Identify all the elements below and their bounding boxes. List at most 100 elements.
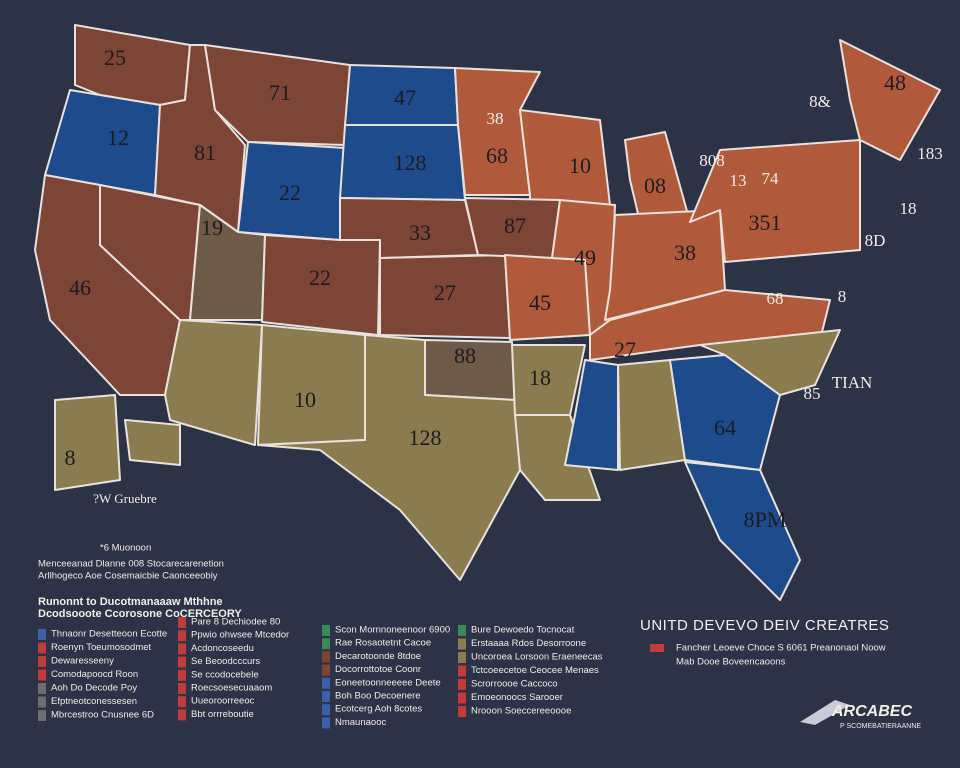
legend-swatch <box>178 617 186 628</box>
legend-heading: Runonnt to Ducotmanaaaw Mthhne <box>38 596 223 608</box>
legend-heading: Dcodsooote Ccorosone CoCERCEORY <box>38 608 242 620</box>
legend-item: Emoeonoocs Sarooer <box>471 692 563 703</box>
legend-title: UNITD DEVEVO DEIV CREATRES <box>640 617 889 634</box>
state-label: 68 <box>486 143 508 168</box>
legend-item: Eoneetoonneeeee Deete <box>335 677 441 688</box>
state-label: 38 <box>674 240 696 265</box>
legend-swatch <box>458 665 466 677</box>
state-label: 71 <box>269 80 291 105</box>
state-label: 128 <box>394 150 427 175</box>
logo-sub: P SCOMEBATIERAANNE <box>840 723 921 730</box>
legend-swatch <box>322 638 330 650</box>
legend-swatch <box>458 692 466 704</box>
legend-item: Se Beoodcccurs <box>191 656 260 667</box>
legend-swatch <box>178 669 186 681</box>
legend-item: Ecotcerg Aoh 8cotes <box>335 704 422 715</box>
state <box>699 329 841 396</box>
legend-swatch <box>178 643 186 655</box>
annotation: ?W Gruebre <box>93 491 157 506</box>
legend-item: Roenyn Toeumosodmet <box>51 642 152 653</box>
legend-swatch <box>458 679 466 690</box>
legend-item: Efptneotconessesen <box>51 696 137 707</box>
logo: ARCABEC <box>831 703 912 720</box>
state <box>257 324 366 446</box>
legend-item: Nrooon Soeccereeoooe <box>471 706 571 717</box>
legend-swatch <box>38 683 46 694</box>
legend-swatch <box>178 656 186 668</box>
legend-swatch <box>322 691 330 702</box>
legend-swatch <box>458 652 466 663</box>
legend-item: Rae Rosaotetnt Cacoe <box>335 638 431 649</box>
legend: *6 Muonoon Menceeanad Dlanne 008 Stocarec… <box>38 543 921 730</box>
state-label: 88 <box>454 343 476 368</box>
state-label: 49 <box>574 245 596 270</box>
state-label: 18 <box>529 365 551 390</box>
annotation: 18 <box>900 199 917 218</box>
state-label: 12 <box>107 125 129 150</box>
state-label: 48 <box>884 70 906 95</box>
legend-item: Pare 8 Dechiodee 80 <box>191 617 280 628</box>
legend-swatch <box>322 704 330 716</box>
state <box>124 419 181 466</box>
legend-swatch <box>178 683 186 694</box>
annotation: 808 <box>699 151 725 170</box>
state-label: 25 <box>104 45 126 70</box>
legend-item: Tctcoeecetoe Ceocee Menaes <box>471 665 599 676</box>
state-label: 128 <box>409 425 442 450</box>
annotation: 74 <box>762 169 780 188</box>
state-label: 08 <box>644 173 666 198</box>
legend-swatch <box>38 696 46 708</box>
annotation: 85 <box>804 384 821 403</box>
legend-swatch <box>38 642 46 654</box>
legend-item: Roecsoesecuaaom <box>191 683 272 694</box>
state <box>164 319 263 446</box>
legend-swatch <box>650 644 664 652</box>
legend-item: Erstaaaa Rdos Desorroone <box>471 638 586 649</box>
legend-item: Aoh Do Decode Poy <box>51 683 137 694</box>
state <box>204 44 351 146</box>
legend-item: Docorrottotoe Coonr <box>335 664 421 675</box>
state-label: 10 <box>294 387 316 412</box>
legend-item: Ppwio ohwsee Mtcedor <box>191 630 289 641</box>
annotation: 13 <box>730 171 747 190</box>
legend-swatch <box>322 677 330 689</box>
state-label: 81 <box>194 140 216 165</box>
state-label: 8PM <box>744 507 787 532</box>
state <box>839 39 941 161</box>
legend-side: Fancher Leoeve Choce S 6061 Preanonaol N… <box>676 643 886 654</box>
legend-swatch <box>38 669 46 681</box>
legend-swatch <box>322 717 330 729</box>
legend-item: Uueoroorreeoc <box>191 696 255 707</box>
state-label: 27 <box>434 280 456 305</box>
annotation: 8& <box>809 92 831 111</box>
annotation: 68 <box>767 289 784 308</box>
state-label: 8 <box>65 445 76 470</box>
state-label: 351 <box>749 210 782 235</box>
legend-swatch <box>178 630 186 642</box>
legend-item: Se ccodocebele <box>191 669 259 680</box>
legend-item: Scon Mornnoneenoor 6900 <box>335 625 450 636</box>
legend-item: Mbrcestroo Cnusnee 6D <box>51 710 154 721</box>
state <box>689 139 861 263</box>
legend-swatch <box>322 651 330 663</box>
legend-swatch <box>458 625 466 636</box>
legend-swatch <box>458 638 466 650</box>
state-label: 64 <box>714 415 736 440</box>
states <box>34 24 941 601</box>
legend-swatch <box>322 625 330 636</box>
legend-item: Dewaresseeny <box>51 656 114 667</box>
legend-swatch <box>178 709 186 721</box>
state-label: 22 <box>309 265 331 290</box>
annotation: 8D <box>865 231 886 250</box>
legend-swatch <box>38 710 46 721</box>
state <box>684 461 801 601</box>
legend-item: Boh Boo Decoenere <box>335 691 421 702</box>
legend-item: Uncoroea Lorsoon Eraeneecas <box>471 652 603 663</box>
legend-item: Acdoncoseedu <box>191 643 254 654</box>
state-label: 22 <box>279 180 301 205</box>
state-label: 19 <box>201 215 223 240</box>
state <box>257 334 521 581</box>
state <box>564 359 619 471</box>
legend-item: Bbt orrreboutie <box>191 709 254 720</box>
